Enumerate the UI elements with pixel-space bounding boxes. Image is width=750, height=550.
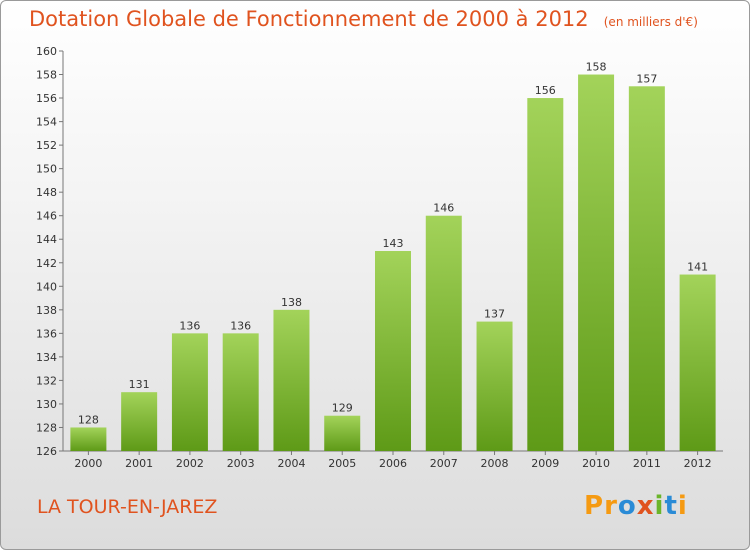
place-name: LA TOUR-EN-JAREZ	[37, 496, 218, 518]
bar-2012	[679, 274, 716, 451]
bar-2006	[375, 251, 411, 451]
x-tick-labels: 2000 2001 2002 2003 2004 2005 2006 2007 2008 2009…	[74, 451, 712, 470]
y-tick: 132	[36, 374, 63, 387]
y-tick: 148	[36, 186, 63, 199]
y-tick: 136	[36, 327, 63, 340]
y-tick: 144	[36, 233, 63, 246]
y-tick-label: 144	[36, 233, 57, 246]
bar-2010	[578, 74, 615, 451]
bar-value-label: 136	[230, 319, 251, 332]
x-tick-label: 2004	[277, 457, 305, 470]
bar-value-label: 128	[78, 413, 99, 426]
y-tick-label: 128	[36, 421, 57, 434]
y-tick-label: 158	[36, 69, 57, 82]
x-tick-label: 2008	[481, 457, 509, 470]
x-tick-label: 2011	[633, 457, 661, 470]
bar-value-label: 136	[179, 319, 200, 332]
x-tick-label: 2012	[684, 457, 712, 470]
y-tick-label: 132	[36, 374, 57, 387]
bar-value-label: 138	[281, 296, 302, 309]
y-tick: 138	[36, 304, 63, 317]
y-tick: 142	[36, 257, 63, 270]
x-tick-label: 2006	[379, 457, 407, 470]
chart-axes: 126 128 130 132 134 136 138 140 142 144 146 148 150 1…	[36, 45, 723, 458]
bar-2005	[324, 415, 361, 451]
y-tick-label: 146	[36, 210, 57, 223]
y-tick: 150	[36, 163, 63, 176]
bar-value-label: 129	[332, 402, 353, 415]
y-tick: 158	[36, 69, 63, 82]
bar-value-label: 143	[383, 237, 404, 250]
bar-value-label: 156	[535, 84, 556, 97]
bar-2001	[121, 392, 158, 451]
y-tick-label: 148	[36, 186, 57, 199]
bar-value-label: 158	[586, 61, 607, 74]
x-tick-label: 2001	[125, 457, 153, 470]
x-tick-label: 2010	[582, 457, 610, 470]
x-tick-label: 2005	[328, 457, 356, 470]
bar-value-label: 141	[687, 261, 708, 274]
y-tick-label: 154	[36, 116, 57, 129]
y-tick-label: 130	[36, 398, 57, 411]
y-tick-label: 152	[36, 139, 57, 152]
y-tick: 134	[36, 351, 63, 364]
x-tick-label: 2000	[74, 457, 102, 470]
y-tick-label: 136	[36, 327, 57, 340]
bar-2007	[425, 215, 462, 451]
bar-2008	[476, 321, 513, 451]
bar-value-label: 146	[433, 202, 454, 215]
y-tick: 140	[36, 280, 63, 293]
bar-2011	[628, 86, 665, 451]
bar-value-label: 137	[484, 308, 505, 321]
x-tick-label: 2009	[531, 457, 559, 470]
title-unit: (en milliers d'€)	[603, 15, 698, 29]
y-tick-label: 142	[36, 257, 57, 270]
y-tick: 146	[36, 210, 63, 223]
chart-bars: 128 131 136 136 138 129 143 146 137 156 158 157 141	[70, 61, 716, 451]
chart-title: Dotation Globale de Fonctionnement de 20…	[29, 7, 698, 31]
bar-2002	[171, 333, 208, 451]
x-tick-label: 2002	[176, 457, 204, 470]
y-tick: 160	[36, 45, 63, 58]
y-tick: 156	[36, 92, 63, 105]
bar-value-label: 131	[129, 378, 150, 391]
y-tick: 128	[36, 421, 63, 434]
x-tick-label: 2003	[227, 457, 255, 470]
y-tick-label: 150	[36, 163, 57, 176]
bar-value-label: 157	[636, 72, 657, 85]
bar-2003	[222, 333, 259, 451]
y-tick-label: 156	[36, 92, 57, 105]
bar-2009	[527, 98, 564, 451]
title-text: Dotation Globale de Fonctionnement de 20…	[29, 7, 589, 31]
y-tick: 154	[36, 116, 63, 129]
y-tick-label: 160	[36, 45, 57, 58]
y-tick: 130	[36, 398, 63, 411]
y-tick: 126	[36, 445, 63, 458]
y-tick-label: 140	[36, 280, 57, 293]
y-tick-label: 134	[36, 351, 57, 364]
y-tick: 152	[36, 139, 63, 152]
x-tick-label: 2007	[430, 457, 458, 470]
bar-2004	[273, 309, 310, 451]
y-tick-label: 138	[36, 304, 57, 317]
bar-2000	[70, 427, 107, 451]
y-tick-label: 126	[36, 445, 57, 458]
proxiti-logo: Proxiti	[584, 491, 688, 521]
